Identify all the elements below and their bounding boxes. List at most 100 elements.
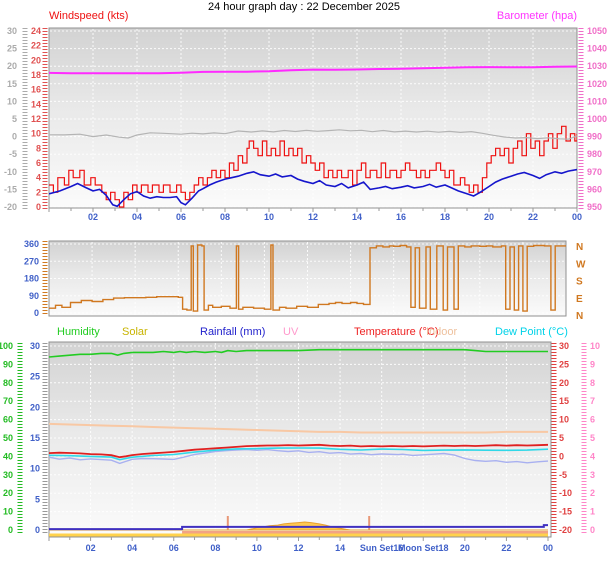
compass-letter: E	[576, 294, 583, 305]
axis-tick-label: 40	[3, 451, 13, 461]
axis-tick-label: 70	[3, 396, 13, 406]
axis-tick-label: 14	[31, 99, 41, 109]
axis-tick-label: 7	[590, 396, 595, 406]
axis-tick-label: 20	[30, 402, 40, 412]
axis-tick-label: 990	[587, 132, 602, 142]
axis-tick-label: 16	[31, 85, 41, 95]
series-rainfall	[49, 524, 548, 531]
axis-tick-label: 10	[590, 341, 600, 351]
series-windspeed_gust	[49, 125, 577, 208]
series-windspeed_average	[49, 168, 577, 208]
x-axis-label: Moon Set18	[398, 543, 449, 553]
axis-tick-label: 0	[12, 132, 17, 142]
axis-tick-label: 90	[29, 291, 39, 301]
series-wind_direction	[49, 244, 566, 312]
axis-tick-label: -15	[559, 507, 572, 517]
axis-tick-label: 8	[36, 143, 41, 153]
legend-rainfall: Rainfall (mm)	[200, 326, 266, 338]
axis-tick-label: 50	[3, 433, 13, 443]
x-axis-label: 16	[396, 212, 406, 222]
legend-humidity: Humidity	[57, 326, 100, 338]
x-axis-label: 22	[501, 543, 511, 553]
axis-tick-label: 270	[24, 256, 39, 266]
axis-tick-label: 6	[590, 415, 595, 425]
axis-tick-label: 950	[587, 202, 602, 212]
axis-tick-label: 20	[559, 378, 569, 388]
series-barometer	[49, 65, 577, 75]
axis-tick-label: 2	[590, 488, 595, 498]
x-axis-label: 12	[308, 212, 318, 222]
strip	[49, 533, 548, 537]
compass-letter: N	[576, 311, 583, 322]
axis-tick-label: 15	[7, 79, 17, 89]
panel-climate: 1009080706050403020100302520151050302520…	[0, 341, 600, 553]
axis-tick-label: 5	[559, 433, 564, 443]
axis-tick-label: 180	[24, 274, 39, 284]
axis-tick-label: 30	[3, 470, 13, 480]
compass-letter: N	[576, 242, 583, 253]
axis-tick-label: 360	[24, 239, 39, 249]
axis-tick-label: 0	[34, 308, 39, 318]
axis-tick-label: -15	[4, 184, 17, 194]
axis-tick-label: 30	[30, 341, 40, 351]
axis-tick-label: 8	[590, 378, 595, 388]
axis-tick-label: 10	[559, 415, 569, 425]
axis-tick-label: 30	[7, 26, 17, 36]
axis-tick-label: 90	[3, 359, 13, 369]
axis-tick-label: 5	[590, 433, 595, 443]
axis-tick-label: 0	[36, 202, 41, 212]
axis-tick-label: 25	[30, 372, 40, 382]
axis-tick-label: 80	[3, 378, 13, 388]
axis-tick-label: 1	[590, 507, 595, 517]
legend-dewpoint: Dew Point (°C)	[495, 326, 568, 338]
axis-tick-label: 960	[587, 184, 602, 194]
x-axis-label: 06	[176, 212, 186, 222]
climate-legend: Humidity Solar Rainfall (mm) UV Temperat…	[0, 326, 608, 340]
axis-tick-label: 10	[31, 129, 41, 139]
strip	[182, 531, 549, 534]
x-axis-label: 14	[335, 543, 345, 553]
series-temperature	[49, 443, 549, 459]
x-axis-label: 04	[127, 543, 137, 553]
series-humidity	[49, 348, 548, 358]
axis-tick-label: 3	[590, 470, 595, 480]
axis-tick-label: 15	[30, 433, 40, 443]
axis-tick-label: 0	[35, 525, 40, 535]
axis-tick-label: 25	[559, 359, 569, 369]
x-axis-label: 06	[169, 543, 179, 553]
axis-tick-label: 20	[7, 61, 17, 71]
x-axis-label: 02	[88, 212, 98, 222]
x-axis-label: 08	[210, 543, 220, 553]
x-axis-label: 00	[543, 543, 553, 553]
x-axis-label: 12	[293, 543, 303, 553]
plot-area-climate	[48, 341, 552, 538]
axis-tick-label: 22	[31, 41, 41, 51]
compass-letter: S	[576, 277, 583, 288]
series-dew_point	[49, 447, 549, 461]
axis-tick-label: -10	[559, 488, 572, 498]
axis-tick-label: 18	[31, 70, 41, 80]
x-axis-label: 18	[440, 212, 450, 222]
axis-tick-label: 980	[587, 149, 602, 159]
axis-tick-label: 10	[30, 464, 40, 474]
axis-tick-label: 4	[590, 451, 595, 461]
page-title: 24 hour graph day : 22 December 2025	[207, 1, 401, 13]
axis-tick-label: 5	[35, 494, 40, 504]
axis-tick-label: 1030	[587, 61, 607, 71]
axis-tick-label: 1020	[587, 79, 607, 89]
axis-tick-label: 60	[3, 415, 13, 425]
axis-tick-label: 0	[559, 451, 564, 461]
axis-tick-label: 5	[12, 114, 17, 124]
axis-tick-label: -10	[4, 167, 17, 177]
x-axis-label: 10	[264, 212, 274, 222]
windspeed-axis-title: Windspeed (kts)	[49, 10, 129, 22]
series-temperature_overlay	[49, 129, 577, 140]
compass-letter: W	[576, 259, 586, 270]
axis-tick-label: 10	[7, 96, 17, 106]
axis-tick-label: 6	[36, 158, 41, 168]
axis-tick-label: 0	[590, 525, 595, 535]
x-axis-label: 02	[86, 543, 96, 553]
